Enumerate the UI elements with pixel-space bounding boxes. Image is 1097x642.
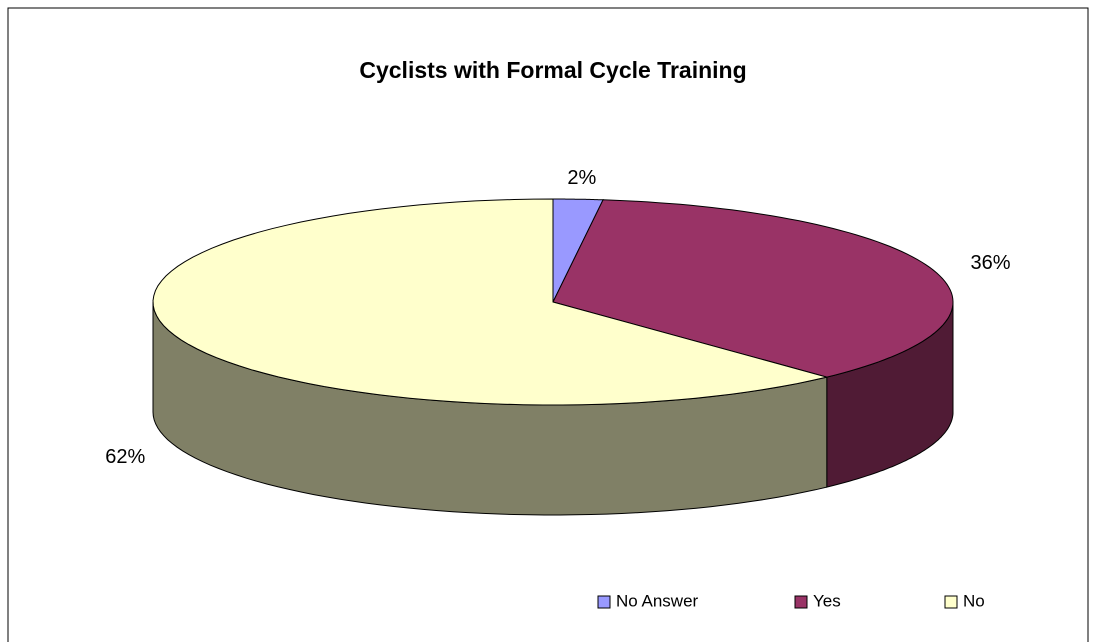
legend-swatch: [794, 595, 808, 609]
legend-swatch: [944, 595, 958, 609]
chart-title: Cyclists with Formal Cycle Training: [359, 57, 746, 83]
data-label: 36%: [970, 252, 1010, 274]
slice: [152, 198, 828, 516]
legend-label: Yes: [813, 591, 841, 610]
slice: [552, 199, 954, 488]
slice-top: [552, 199, 954, 378]
data-label: 2%: [567, 167, 596, 189]
legend-swatch: [597, 595, 611, 609]
slice-top: [152, 198, 827, 406]
data-label: 62%: [105, 446, 145, 468]
legend-label: No: [963, 591, 985, 610]
legend-label: No Answer: [616, 591, 699, 610]
